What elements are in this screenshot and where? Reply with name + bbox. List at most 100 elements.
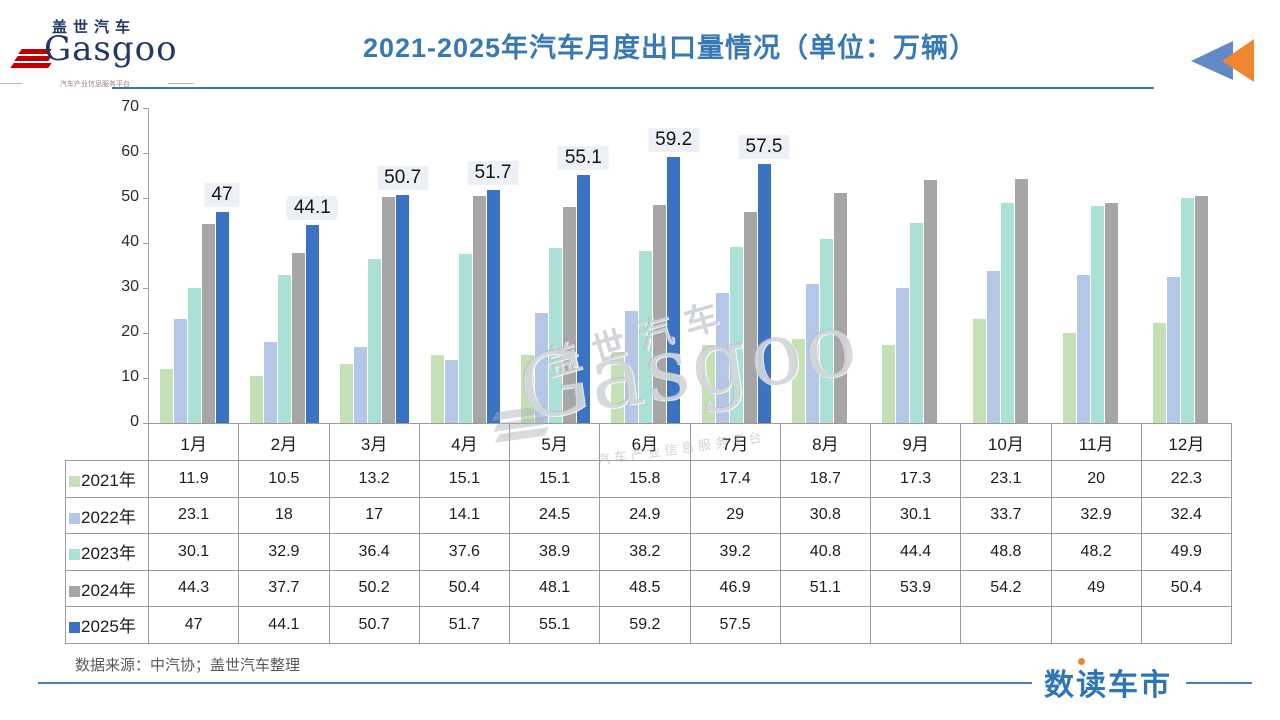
bar-2023年-9月 xyxy=(910,223,924,423)
bar-2023年-10月 xyxy=(1000,203,1014,423)
bar-value-label-4月: 51.7 xyxy=(467,161,519,186)
bar-2022年-5月 xyxy=(534,312,548,423)
y-axis-tick-mark xyxy=(143,243,148,244)
bar-2025年-3月 xyxy=(396,194,410,423)
bar-chart-plot-area: 47 44.1 50.7 51.7 55.1 59.2 57.5 xyxy=(148,108,1232,423)
value-cell-2022年-4月: 14.1 xyxy=(418,496,511,534)
value-cell-2021年-4月: 15.1 xyxy=(418,460,511,498)
value-cell-2025年-3月: 50.7 xyxy=(328,606,420,644)
y-axis-tick-label-0: 0 xyxy=(130,413,139,430)
gasgoo-logo-en: Gasgoo xyxy=(44,29,178,69)
month-header-10月: 10月 xyxy=(960,423,1052,461)
year-label-2022年: 2022年 xyxy=(65,496,149,534)
bar-2022年-7月 xyxy=(715,292,729,423)
bar-2024年-3月 xyxy=(382,197,396,423)
value-cell-2023年-1月: 30.1 xyxy=(147,533,240,571)
brand-orange-dot-icon xyxy=(1078,658,1085,665)
value-cell-2025年-12月 xyxy=(1140,606,1233,644)
value-cell-2023年-9月: 44.4 xyxy=(869,533,962,571)
bar-2021年-12月 xyxy=(1153,322,1167,423)
gasgoo-logo: 盖世汽车 Gasgoo 汽车产业信息服务平台 xyxy=(0,16,194,89)
bar-2024年-6月 xyxy=(653,204,667,423)
bar-2021年-2月 xyxy=(249,375,263,423)
bar-2025年-6月 xyxy=(667,156,681,423)
value-cell-2023年-11月: 48.2 xyxy=(1050,533,1142,571)
value-cell-2023年-6月: 38.2 xyxy=(599,533,691,571)
footer-divider-right xyxy=(1186,682,1252,684)
value-cell-2023年-4月: 37.6 xyxy=(418,533,511,571)
bar-2025年-7月 xyxy=(757,164,771,423)
y-axis-tick-label-40: 40 xyxy=(121,233,139,250)
table-month-header-row: 1月 2月 3月 4月 5月 6月 7月 8月 9月 10月 11月 12月 xyxy=(66,423,1233,461)
bar-2021年-6月 xyxy=(611,351,625,423)
value-cell-2025年-1月: 47 xyxy=(147,606,240,644)
value-cell-2023年-2月: 32.9 xyxy=(238,533,330,571)
month-header-1月: 1月 xyxy=(147,423,240,461)
gasgoo-logo-row: Gasgoo xyxy=(10,29,180,75)
bar-value-label-6月: 59.2 xyxy=(648,127,700,152)
bar-2022年-3月 xyxy=(354,346,368,423)
month-header-2月: 2月 xyxy=(238,423,330,461)
value-cell-2024年-11月: 49 xyxy=(1050,569,1142,607)
value-cell-2025年-10月 xyxy=(960,606,1052,644)
bar-2023年-11月 xyxy=(1090,206,1104,423)
value-cell-2021年-6月: 15.8 xyxy=(599,460,691,498)
bar-2024年-4月 xyxy=(472,196,486,423)
value-cell-2022年-5月: 24.5 xyxy=(508,496,601,534)
y-axis-tick-label-70: 70 xyxy=(121,98,139,115)
bar-2021年-3月 xyxy=(340,363,354,423)
bar-2025年-5月 xyxy=(576,175,590,423)
value-cell-2025年-7月: 57.5 xyxy=(689,606,781,644)
bar-2024年-7月 xyxy=(743,211,757,423)
bar-2023年-8月 xyxy=(819,239,833,423)
value-cell-2024年-10月: 54.2 xyxy=(960,569,1052,607)
month-header-3月: 3月 xyxy=(328,423,420,461)
value-cell-2022年-6月: 24.9 xyxy=(599,496,691,534)
value-cell-2024年-2月: 37.7 xyxy=(238,569,330,607)
footer-divider-left xyxy=(38,682,1032,684)
export-data-table: 1月 2月 3月 4月 5月 6月 7月 8月 9月 10月 11月 12月 2021年 11.9 10.5… xyxy=(65,423,1233,644)
bar-2024年-12月 xyxy=(1195,196,1209,423)
back-arrows-icon[interactable] xyxy=(1185,28,1257,86)
value-cell-2024年-5月: 48.1 xyxy=(508,569,601,607)
data-source-note: 数据来源：中汽协；盖世汽车整理 xyxy=(75,657,301,674)
value-cell-2022年-12月: 32.4 xyxy=(1140,496,1233,534)
bar-value-label-7月: 57.5 xyxy=(738,135,790,160)
value-cell-2025年-9月 xyxy=(869,606,962,644)
bar-2024年-2月 xyxy=(291,253,305,423)
bar-value-label-3月: 50.7 xyxy=(377,165,429,190)
shuducheshi-brand-text: 数读车市 xyxy=(1044,669,1172,702)
bar-value-label-2月: 44.1 xyxy=(286,195,338,220)
bar-2022年-11月 xyxy=(1076,274,1090,423)
month-header-5月: 5月 xyxy=(508,423,601,461)
month-header-7月: 7月 xyxy=(689,423,781,461)
value-cell-2021年-2月: 10.5 xyxy=(238,460,330,498)
month-header-12月: 12月 xyxy=(1140,423,1233,461)
year-label-2024年: 2024年 xyxy=(65,569,149,607)
month-header-4月: 4月 xyxy=(418,423,511,461)
bar-2023年-7月 xyxy=(729,246,743,423)
value-cell-2024年-12月: 50.4 xyxy=(1140,569,1233,607)
bar-2024年-1月 xyxy=(201,223,215,423)
bar-2023年-6月 xyxy=(639,251,653,423)
value-cell-2022年-9月: 30.1 xyxy=(869,496,962,534)
table-row-2022年: 2022年 23.1 18 17 14.1 24.5 24.9 29 30.8 30.1 33.7 3… xyxy=(65,496,1233,534)
value-cell-2024年-7月: 46.9 xyxy=(689,569,781,607)
bar-2022年-6月 xyxy=(625,310,639,423)
bar-2021年-7月 xyxy=(701,344,715,423)
y-axis-tick-mark xyxy=(143,288,148,289)
month-header-8月: 8月 xyxy=(779,423,872,461)
y-axis-tick-mark xyxy=(143,378,148,379)
bar-2024年-10月 xyxy=(1014,179,1028,423)
bar-2024年-8月 xyxy=(833,193,847,423)
bar-2021年-1月 xyxy=(159,369,173,423)
value-cell-2024年-8月: 51.1 xyxy=(779,569,872,607)
bar-2022年-10月 xyxy=(986,271,1000,423)
bar-2023年-1月 xyxy=(187,287,201,423)
value-cell-2022年-10月: 33.7 xyxy=(960,496,1052,534)
month-header-11月: 11月 xyxy=(1050,423,1142,461)
bar-2024年-11月 xyxy=(1104,202,1118,423)
bar-2021年-11月 xyxy=(1062,333,1076,423)
value-cell-2024年-9月: 53.9 xyxy=(869,569,962,607)
